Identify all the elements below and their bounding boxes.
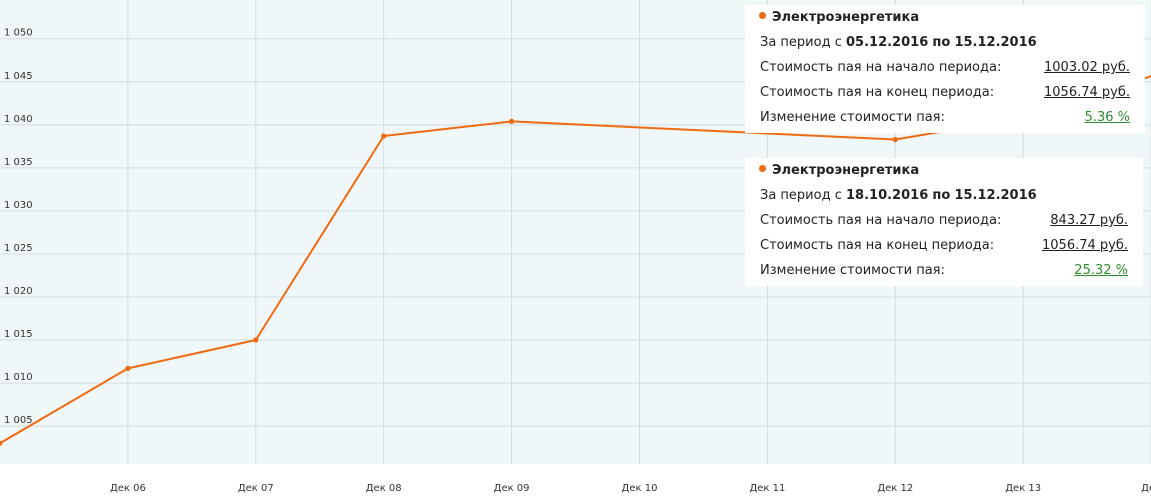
y-tick-label: 1 015 [4, 329, 33, 340]
data-point[interactable] [0, 440, 3, 446]
x-tick-label: Дек [1141, 483, 1151, 494]
change-value: 5.36 % [1084, 110, 1130, 125]
end-value: 1056.74 руб. [1042, 238, 1128, 253]
x-tick-label: Дек 07 [238, 483, 274, 494]
period-date-from: 18.10.2016 [846, 188, 929, 203]
tooltip-long-period: Электроэнергетика За период с 18.10.2016… [745, 158, 1143, 286]
end-value: 1056.74 руб. [1044, 85, 1130, 100]
change-value: 25.32 % [1074, 263, 1128, 278]
period-middle: по [932, 35, 951, 50]
series-marker-icon [759, 12, 766, 19]
data-point[interactable] [253, 337, 259, 343]
tooltip-title: Электроэнергетика [759, 10, 919, 25]
x-tick-label: Дек 12 [877, 483, 913, 494]
period-middle: по [932, 188, 951, 203]
data-point[interactable] [509, 118, 515, 124]
y-tick-label: 1 045 [4, 71, 33, 82]
x-tick-label: Дек 10 [622, 483, 658, 494]
start-value: 843.27 руб. [1050, 213, 1128, 228]
tooltip-title: Электроэнергетика [759, 163, 919, 178]
y-tick-label: 1 040 [4, 114, 33, 125]
x-tick-label: Дек 06 [110, 483, 146, 494]
y-axis-labels: 1 005 1 010 1 015 1 020 1 025 1 030 1 035 1 040… [4, 28, 33, 426]
x-tick-label: Дек 13 [1005, 483, 1041, 494]
period-date-from: 05.12.2016 [846, 35, 929, 50]
x-tick-label: Дек 11 [749, 483, 785, 494]
start-value: 1003.02 руб. [1044, 60, 1130, 75]
x-tick-label: Дек 09 [494, 483, 530, 494]
tooltip-short-period: Электроэнергетика За период с 05.12.2016… [745, 5, 1145, 133]
x-axis-labels: Дек 06 Дек 07 Дек 08 Дек 09 Дек 10 Дек 11 Дек … [110, 483, 1151, 494]
data-point[interactable] [892, 136, 898, 143]
series-marker-icon [759, 165, 766, 172]
y-tick-label: 1 005 [4, 415, 33, 426]
y-tick-label: 1 035 [4, 157, 33, 168]
y-tick-label: 1 010 [4, 372, 33, 383]
x-tick-label: Дек 08 [366, 483, 402, 494]
y-tick-label: 1 025 [4, 243, 33, 254]
period-date-to: 15.12.2016 [954, 188, 1037, 203]
tooltip-period: За период с 05.12.2016 по 15.12.2016 [760, 35, 1037, 50]
data-point[interactable] [125, 365, 131, 371]
data-point[interactable] [381, 133, 387, 139]
y-tick-label: 1 030 [4, 200, 33, 211]
tooltip-period: За период с 18.10.2016 по 15.12.2016 [760, 188, 1037, 203]
y-tick-label: 1 050 [4, 28, 33, 39]
y-tick-label: 1 020 [4, 286, 33, 297]
period-date-to: 15.12.2016 [954, 35, 1037, 50]
